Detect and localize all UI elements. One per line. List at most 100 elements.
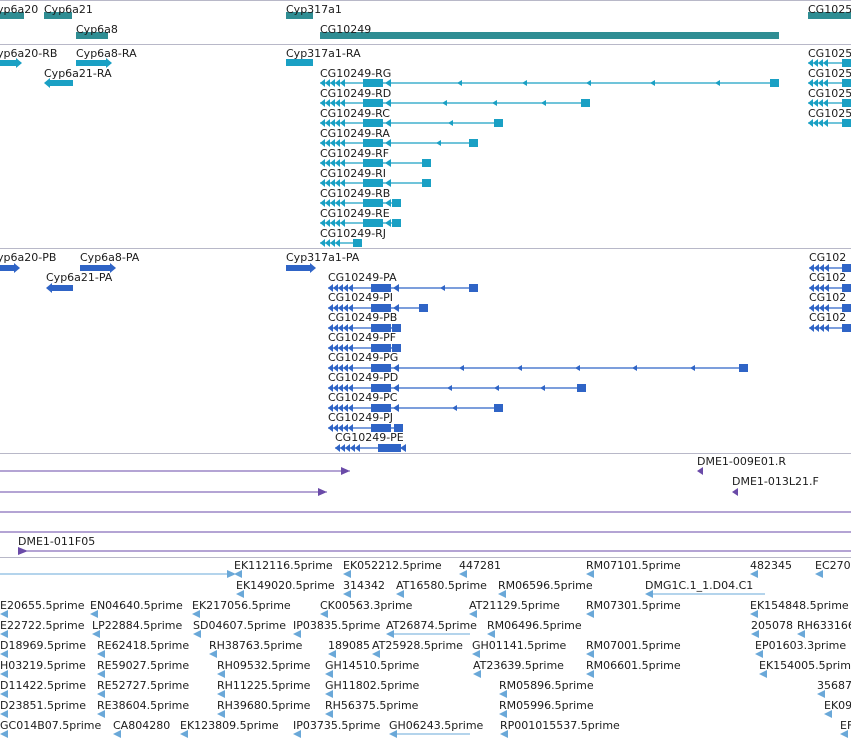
est-glyph[interactable] — [0, 688, 851, 700]
gene-label[interactable]: CG1025 — [808, 3, 851, 16]
protein-label[interactable]: CG10249-PF — [328, 331, 397, 344]
protein-label[interactable]: CG10249-PG — [328, 351, 399, 364]
est-label[interactable]: IP03735.5prime — [293, 719, 381, 732]
est-label[interactable]: GC014B07.5prime — [0, 719, 102, 732]
est-label[interactable]: RM06601.5prime — [586, 659, 681, 672]
est-label[interactable]: E22722.5prime — [0, 619, 85, 632]
est-label[interactable]: EN04640.5prime — [90, 599, 183, 612]
est-label[interactable]: RP001015537.5prime — [500, 719, 620, 732]
transcript-label[interactable]: CG10249-RE — [320, 207, 390, 220]
transcript-label[interactable]: CG1025 — [808, 87, 851, 100]
transcript-glyph[interactable] — [0, 197, 851, 209]
est-glyph[interactable] — [0, 568, 851, 580]
transcript-glyph[interactable] — [0, 97, 851, 109]
est-label[interactable]: EK149020.5prime — [236, 579, 335, 592]
est-label[interactable]: AT25928.5prime — [372, 639, 463, 652]
transcript-glyph[interactable] — [0, 137, 851, 149]
est-label[interactable]: RM06496.5prime — [487, 619, 582, 632]
transcript-label[interactable]: Cyp6a8-RA — [76, 47, 137, 60]
clone-glyph[interactable] — [0, 486, 851, 498]
transcript-label[interactable]: CG10249-RB — [320, 187, 391, 200]
est-glyph[interactable] — [0, 608, 851, 620]
est-label[interactable]: SD04607.5prime — [193, 619, 286, 632]
est-glyph[interactable] — [0, 708, 851, 720]
est-glyph[interactable] — [0, 648, 851, 660]
est-label[interactable]: CK00563.3prime — [320, 599, 413, 612]
est-label[interactable]: LP22884.5prime — [92, 619, 183, 632]
est-glyph[interactable] — [0, 608, 851, 620]
protein-label[interactable]: CG102 — [809, 271, 847, 284]
clone-glyph[interactable] — [0, 506, 851, 518]
clone-glyph[interactable] — [0, 486, 851, 498]
gene-glyph[interactable] — [0, 10, 851, 22]
clone-glyph[interactable] — [0, 465, 851, 477]
est-glyph[interactable] — [0, 648, 851, 660]
est-glyph[interactable] — [0, 568, 851, 580]
est-glyph[interactable] — [0, 708, 851, 720]
protein-glyph[interactable] — [0, 362, 851, 374]
protein-label[interactable]: CG102 — [809, 251, 847, 264]
protein-glyph[interactable] — [0, 262, 851, 274]
est-label[interactable]: CA804280 — [113, 719, 171, 732]
est-label[interactable]: AT16580.5prime — [396, 579, 487, 592]
transcript-glyph[interactable] — [0, 177, 851, 189]
est-label[interactable]: RH09532.5prime — [217, 659, 311, 672]
est-glyph[interactable] — [0, 568, 851, 580]
est-glyph[interactable] — [0, 708, 851, 720]
est-glyph[interactable] — [0, 728, 851, 740]
transcript-label[interactable]: CG10249-RA — [320, 127, 390, 140]
protein-glyph[interactable] — [0, 282, 851, 294]
est-glyph[interactable] — [0, 668, 851, 680]
protein-glyph[interactable] — [0, 262, 851, 274]
est-glyph[interactable] — [0, 568, 851, 580]
protein-glyph[interactable] — [0, 302, 851, 314]
est-label[interactable]: RM05896.5prime — [499, 679, 594, 692]
transcript-glyph[interactable] — [0, 77, 851, 89]
protein-glyph[interactable] — [0, 442, 851, 454]
est-label[interactable]: EK154005.5prime — [759, 659, 851, 672]
gene-label[interactable]: yp6a20 — [0, 3, 39, 16]
est-label[interactable]: EC270 — [815, 559, 851, 572]
protein-glyph[interactable] — [0, 382, 851, 394]
transcript-label[interactable]: CG1025 — [808, 67, 851, 80]
est-label[interactable]: EK112116.5prime — [234, 559, 333, 572]
est-glyph[interactable] — [0, 588, 851, 600]
protein-glyph[interactable] — [0, 422, 851, 434]
transcript-glyph[interactable] — [0, 77, 851, 89]
est-glyph[interactable] — [0, 588, 851, 600]
est-glyph[interactable] — [0, 648, 851, 660]
est-glyph[interactable] — [0, 568, 851, 580]
est-glyph[interactable] — [0, 668, 851, 680]
est-label[interactable]: RE52727.5prime — [97, 679, 190, 692]
transcript-label[interactable]: CG1025 — [808, 107, 851, 120]
est-glyph[interactable] — [0, 708, 851, 720]
protein-glyph[interactable] — [0, 262, 851, 274]
est-label[interactable]: AT21129.5prime — [469, 599, 560, 612]
protein-glyph[interactable] — [0, 262, 851, 274]
transcript-glyph[interactable] — [0, 97, 851, 109]
gene-label[interactable]: CG10249 — [320, 23, 372, 36]
protein-glyph[interactable] — [0, 342, 851, 354]
est-glyph[interactable] — [0, 668, 851, 680]
est-label[interactable]: GH11802.5prime — [325, 679, 420, 692]
est-glyph[interactable] — [0, 648, 851, 660]
est-glyph[interactable] — [0, 648, 851, 660]
est-glyph[interactable] — [0, 628, 851, 640]
est-label[interactable]: RH11225.5prime — [217, 679, 311, 692]
est-label[interactable]: GH14510.5prime — [325, 659, 420, 672]
transcript-glyph[interactable] — [0, 117, 851, 129]
est-glyph[interactable] — [0, 628, 851, 640]
est-glyph[interactable] — [0, 728, 851, 740]
est-glyph[interactable] — [0, 688, 851, 700]
est-label[interactable]: D11422.5prime — [0, 679, 87, 692]
est-glyph[interactable] — [0, 648, 851, 660]
est-label[interactable]: RM07101.5prime — [586, 559, 681, 572]
clone-label[interactable]: DME1-009E01.R — [697, 455, 786, 468]
gene-glyph[interactable] — [0, 30, 851, 42]
est-glyph[interactable] — [0, 588, 851, 600]
clone-glyph[interactable] — [0, 545, 851, 557]
est-label[interactable]: AT26874.5prime — [386, 619, 477, 632]
est-label[interactable]: 314342 — [343, 579, 385, 592]
est-glyph[interactable] — [0, 648, 851, 660]
